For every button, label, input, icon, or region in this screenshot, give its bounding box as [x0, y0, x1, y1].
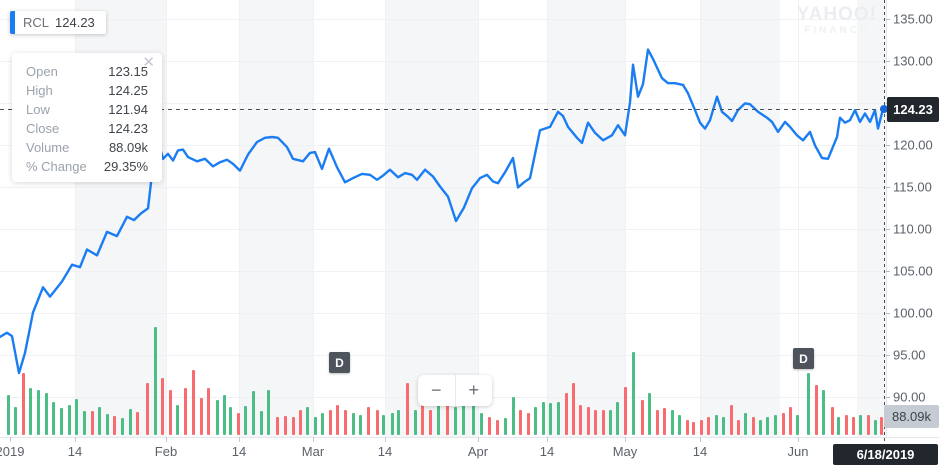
x-axis-label: 14 — [377, 444, 393, 459]
y-axis-label: 110.00 — [893, 221, 932, 236]
x-axis-label: Feb — [154, 444, 178, 459]
symbol-price: 124.23 — [55, 15, 95, 30]
volume-value: 88.09k — [108, 140, 148, 155]
open-label: Open — [26, 64, 58, 79]
symbol-legend-chip[interactable]: RCL 124.23 — [10, 11, 106, 34]
tooltip-row-volume: Volume 88.09k — [26, 138, 148, 157]
high-label: High — [26, 83, 53, 98]
tooltip-row-open: Open 123.15 — [26, 62, 148, 81]
close-icon[interactable]: ✕ — [142, 54, 155, 71]
legend-accent-bar — [10, 11, 15, 34]
high-value: 124.25 — [108, 83, 148, 98]
y-axis-label: 100.00 — [893, 305, 933, 320]
x-axis-label: May — [612, 444, 638, 459]
tooltip-row-pct-change: % Change 29.35% — [26, 157, 148, 176]
y-axis-label: 130.00 — [893, 53, 933, 68]
x-axis-label: Jun — [787, 444, 809, 459]
y-axis-label: 105.00 — [893, 263, 933, 278]
low-label: Low — [26, 102, 50, 117]
low-value: 121.94 — [108, 102, 148, 117]
open-value: 123.15 — [108, 64, 148, 79]
pct-change-label: % Change — [26, 159, 87, 174]
tooltip-row-low: Low 121.94 — [26, 100, 148, 119]
current-price-dashed-line — [0, 109, 886, 110]
tooltip-row-high: High 124.25 — [26, 81, 148, 100]
y-axis-line — [886, 0, 887, 437]
close-label: Close — [26, 121, 60, 136]
x-axis-label: Apr — [467, 444, 489, 459]
x-axis-line — [0, 437, 939, 438]
x-axis-label: Mar — [301, 444, 325, 459]
x-axis-label: 14 — [692, 444, 708, 459]
y-axis-label: 115.00 — [893, 179, 932, 194]
crosshair-vertical-line — [884, 0, 885, 441]
finance-logo-text: FINANCE — [804, 25, 870, 36]
current-price-badge: 124.23 — [887, 97, 939, 122]
x-axis-label: 14 — [231, 444, 247, 459]
y-axis-label: 95.00 — [893, 347, 926, 362]
current-volume-badge: 88.09k — [884, 405, 939, 428]
pct-change-value: 29.35% — [103, 159, 148, 174]
zoom-control: − + — [418, 375, 492, 406]
current-date-badge: 6/18/2019 — [833, 444, 938, 465]
y-axis-label: 135.00 — [893, 11, 933, 26]
x-axis-label: 14 — [67, 444, 83, 459]
zoom-in-button[interactable]: + — [454, 375, 493, 406]
y-axis-label: 120.00 — [893, 137, 933, 152]
zoom-out-button[interactable]: − — [430, 380, 442, 400]
tooltip-row-close: Close 124.23 — [26, 119, 148, 138]
close-value: 124.23 — [108, 121, 148, 136]
yahoo-finance-watermark: YAHOO! FINANCE — [797, 5, 877, 37]
y-axis-label: 90.00 — [893, 389, 926, 404]
yahoo-logo-text: YAHOO! — [796, 4, 877, 25]
volume-label: Volume — [26, 140, 70, 155]
dividend-marker-badge[interactable]: D — [329, 352, 350, 373]
ohlc-tooltip: ✕ Open 123.15 High 124.25 Low 121.94 Clo… — [12, 53, 162, 182]
x-axis-label: 14 — [539, 444, 555, 459]
dividend-marker-badge[interactable]: D — [793, 348, 814, 369]
x-axis-label: 2019 — [0, 444, 25, 459]
last-price-dot — [880, 105, 888, 113]
symbol-label: RCL — [23, 15, 50, 30]
